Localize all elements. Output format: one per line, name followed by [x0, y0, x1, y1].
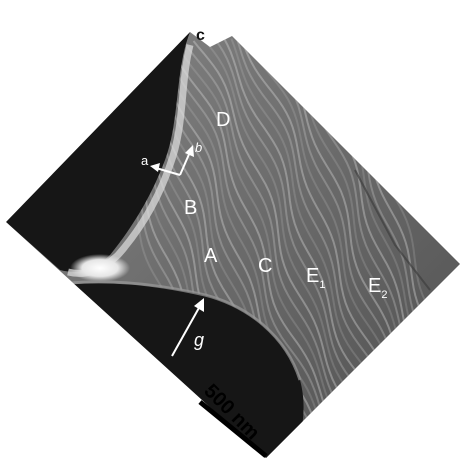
- g-vector-label: g: [194, 330, 204, 350]
- region-label-a: A: [204, 245, 218, 267]
- region-label-b: B: [184, 197, 197, 219]
- axis-b-label: b: [195, 140, 202, 155]
- panel-label: c: [196, 27, 205, 44]
- axis-a-label: a: [141, 153, 149, 168]
- bright-junction: [70, 254, 130, 282]
- region-label-e1-main: E: [306, 265, 319, 287]
- region-label-e2-main: E: [368, 275, 381, 297]
- region-label-e2-sub: 2: [381, 289, 387, 301]
- region-label-e1-sub: 1: [319, 279, 325, 291]
- region-label-d: D: [216, 109, 230, 131]
- region-label-c: C: [258, 255, 272, 277]
